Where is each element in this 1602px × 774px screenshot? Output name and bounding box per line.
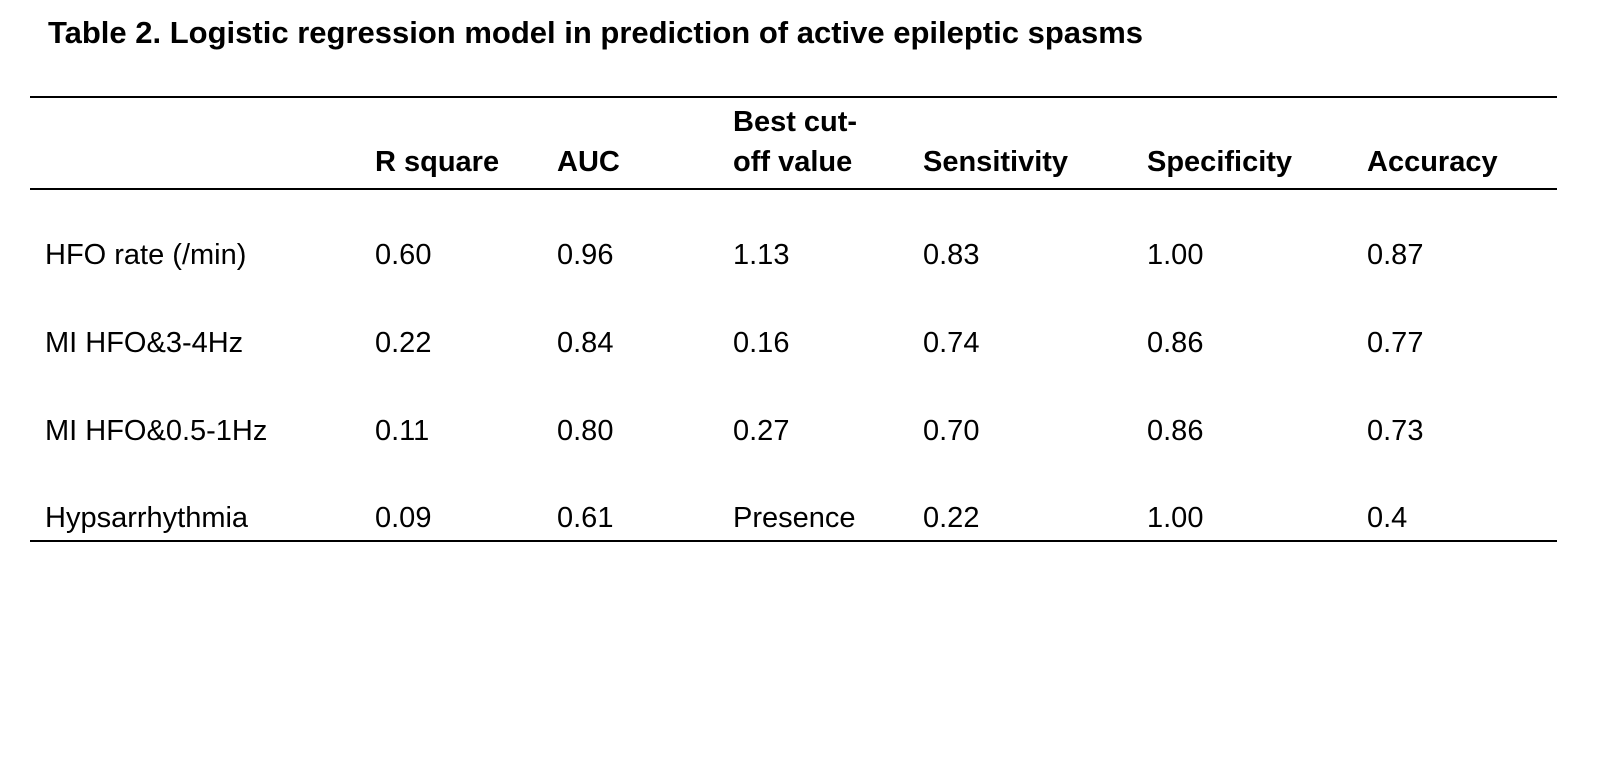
- table-cell: 0.09: [375, 502, 432, 534]
- table-cell: 0.4: [1367, 502, 1408, 534]
- table-row-mi-hfo-05-1hz: MI HFO&0.5-1Hz 0.11 0.80 0.27 0.70 0.86 …: [30, 365, 1557, 453]
- table-cell: 0.87: [1367, 239, 1424, 271]
- table-cell: 0.22: [375, 327, 432, 359]
- table-row-hfo-rate: HFO rate (/min) 0.60 0.96 1.13 0.83 1.00…: [30, 189, 1557, 277]
- table-caption: Table 2. Logistic regression model in pr…: [48, 15, 1144, 50]
- header-row: R square AUC Best cut- off value Sensiti…: [30, 97, 1557, 190]
- row-header: MI HFO&0.5-1Hz: [45, 415, 268, 447]
- table-cell: 0.16: [733, 327, 790, 359]
- results-table: R square AUC Best cut- off value Sensiti…: [30, 96, 1557, 542]
- table-cell: 1.13: [733, 239, 790, 271]
- table-row-hypsarrhythmia: Hypsarrhythmia 0.09 0.61 Presence 0.22 1…: [30, 453, 1557, 541]
- table-cell: 0.27: [733, 415, 790, 447]
- column-header-accuracy: Accuracy: [1352, 97, 1557, 190]
- column-header-empty: [30, 97, 360, 190]
- table-cell: 0.74: [923, 327, 980, 359]
- table-cell: 1.00: [1147, 239, 1204, 271]
- row-header: HFO rate (/min): [45, 239, 247, 271]
- table-cell: 0.83: [923, 239, 980, 271]
- column-header-best-cutoff: Best cut- off value: [718, 97, 908, 190]
- column-header-auc: AUC: [542, 97, 718, 190]
- table-cell: 0.77: [1367, 327, 1424, 359]
- column-header-specificity: Specificity: [1132, 97, 1352, 190]
- table-cell: 0.11: [375, 415, 430, 447]
- table-cell: 0.86: [1147, 415, 1204, 447]
- table-cell: 0.61: [557, 502, 614, 534]
- table-cell: 0.80: [557, 415, 614, 447]
- table-cell: 1.00: [1147, 502, 1204, 534]
- row-header: MI HFO&3-4Hz: [45, 327, 244, 359]
- table-cell: 0.86: [1147, 327, 1204, 359]
- table-cell: 0.22: [923, 502, 980, 534]
- table-cell: 0.73: [1367, 415, 1424, 447]
- table-row-mi-hfo-3-4hz: MI HFO&3-4Hz 0.22 0.84 0.16 0.74 0.86 0.…: [30, 277, 1557, 365]
- table-cell: Presence: [733, 502, 856, 534]
- table-cell: 0.84: [557, 327, 614, 359]
- table-cell: 0.70: [923, 415, 980, 447]
- column-header-r-square: R square: [360, 97, 542, 190]
- table-cell: 0.60: [375, 239, 432, 271]
- table-cell: 0.96: [557, 239, 614, 271]
- column-header-sensitivity: Sensitivity: [908, 97, 1132, 190]
- row-header: Hypsarrhythmia: [45, 502, 249, 534]
